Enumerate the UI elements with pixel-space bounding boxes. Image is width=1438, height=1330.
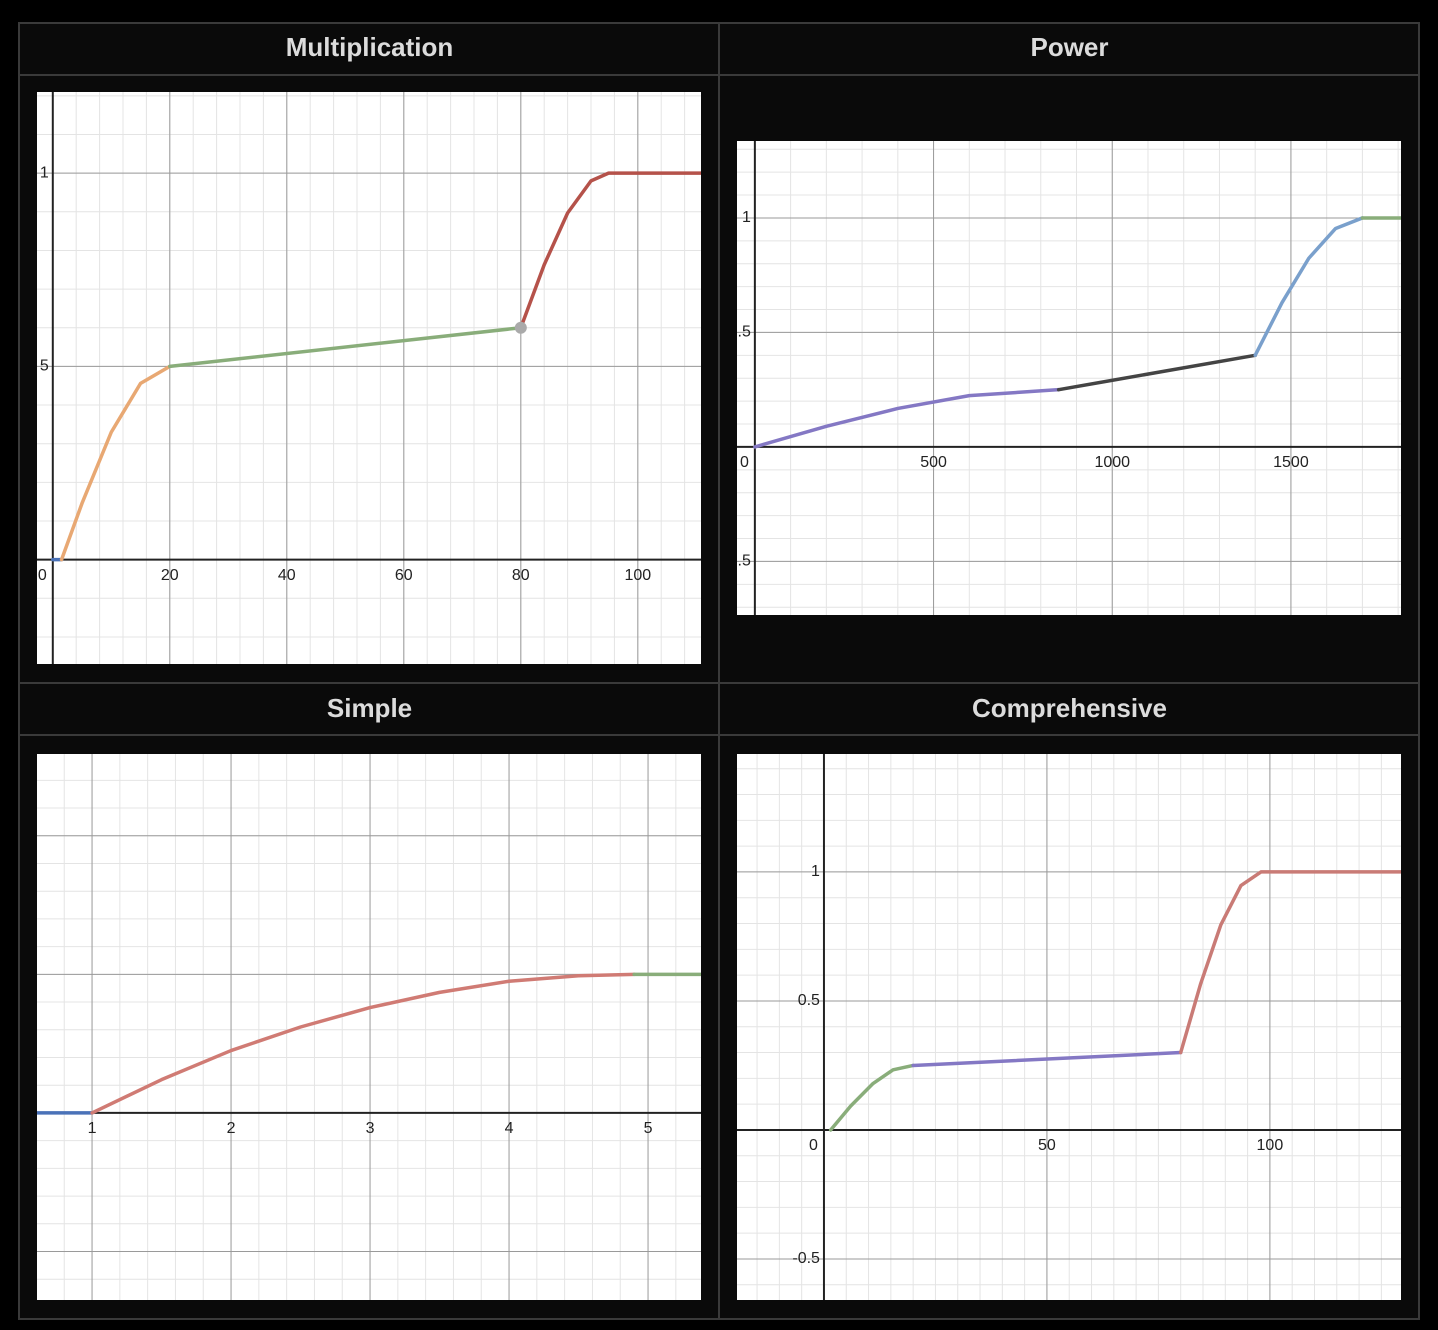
series-line [59,364,172,562]
x-tick-label: 0 [740,454,749,471]
series-line [168,326,523,369]
x-tick-label: 5 [644,1120,653,1137]
plot: 1 2 3 4 5 [37,754,701,1300]
plot: 0 20 40 60 80 100 1 5 [37,92,701,664]
series-line [753,387,1061,449]
series-line [828,1063,915,1132]
panel-title: Comprehensive [971,693,1168,723]
x-tick-label: 20 [161,567,179,584]
x-tick-label: 4 [505,1120,514,1137]
x-tick-label: 40 [278,567,296,584]
panel-title: Multiplication [285,32,454,62]
series-line [911,1050,1183,1068]
plot: 0 50 100 1 0.5 -0.5 [737,754,1401,1300]
x-tick-label: 0 [809,1137,818,1154]
y-tick-label: .5 [738,553,751,570]
x-tick-label: 100 [624,567,651,584]
x-tick-label: 0 [38,567,47,584]
panel-title: Simple [326,693,413,723]
x-tick-label: 1 [88,1120,97,1137]
x-tick-label: 60 [395,567,413,584]
y-tick-label: 1 [40,164,49,181]
series-line [90,972,636,1115]
x-tick-label: 3 [366,1120,375,1137]
x-tick-label: 2 [227,1120,236,1137]
y-tick-label: 5 [40,358,49,375]
x-tick-label: 50 [1038,1137,1056,1154]
series-line [1178,870,1401,1055]
y-tick-label: 1 [811,863,820,880]
plot: 0 500 1000 1500 1 .5 .5 [737,141,1401,615]
y-tick-label: -0.5 [792,1250,820,1267]
x-tick-label: 80 [512,567,530,584]
panel-title: Power [1030,32,1109,62]
x-tick-label: 1500 [1273,454,1309,471]
series-line [519,171,701,330]
y-tick-label: 0.5 [798,992,820,1009]
x-tick-label: 100 [1257,1137,1284,1154]
point-marker [514,321,527,334]
x-tick-label: 500 [920,454,947,471]
series-line [1056,353,1257,392]
y-tick-label: .5 [738,324,751,341]
y-tick-label: 1 [742,209,751,226]
x-tick-label: 1000 [1094,454,1130,471]
series-line [1253,216,1365,358]
column-rule [718,24,720,1318]
